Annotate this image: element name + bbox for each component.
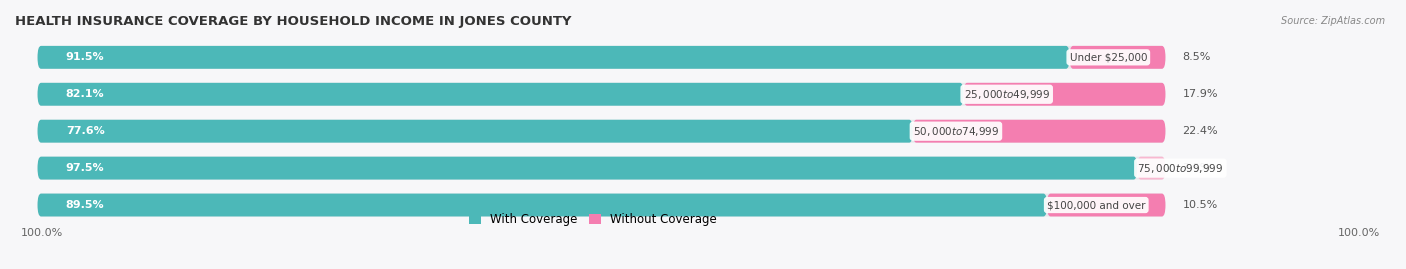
- FancyBboxPatch shape: [912, 120, 1166, 143]
- Text: 8.5%: 8.5%: [1182, 52, 1211, 62]
- FancyBboxPatch shape: [38, 83, 963, 106]
- Text: Under $25,000: Under $25,000: [1070, 52, 1147, 62]
- Text: $75,000 to $99,999: $75,000 to $99,999: [1137, 162, 1223, 175]
- Text: Source: ZipAtlas.com: Source: ZipAtlas.com: [1281, 16, 1385, 26]
- Text: $100,000 and over: $100,000 and over: [1047, 200, 1146, 210]
- Text: 22.4%: 22.4%: [1182, 126, 1218, 136]
- FancyBboxPatch shape: [963, 83, 1166, 106]
- Text: 91.5%: 91.5%: [66, 52, 104, 62]
- FancyBboxPatch shape: [1137, 157, 1166, 179]
- FancyBboxPatch shape: [38, 194, 1047, 217]
- FancyBboxPatch shape: [38, 157, 1137, 179]
- FancyBboxPatch shape: [38, 46, 1166, 69]
- Text: $25,000 to $49,999: $25,000 to $49,999: [963, 88, 1050, 101]
- Text: 97.5%: 97.5%: [66, 163, 104, 173]
- Text: 77.6%: 77.6%: [66, 126, 104, 136]
- FancyBboxPatch shape: [1047, 194, 1166, 217]
- Text: HEALTH INSURANCE COVERAGE BY HOUSEHOLD INCOME IN JONES COUNTY: HEALTH INSURANCE COVERAGE BY HOUSEHOLD I…: [15, 15, 571, 28]
- Text: 17.9%: 17.9%: [1182, 89, 1218, 99]
- FancyBboxPatch shape: [1070, 46, 1166, 69]
- FancyBboxPatch shape: [38, 46, 1070, 69]
- Text: 82.1%: 82.1%: [66, 89, 104, 99]
- FancyBboxPatch shape: [38, 83, 1166, 106]
- Text: 100.0%: 100.0%: [21, 228, 63, 238]
- FancyBboxPatch shape: [38, 120, 912, 143]
- FancyBboxPatch shape: [38, 157, 1166, 179]
- Legend: With Coverage, Without Coverage: With Coverage, Without Coverage: [464, 208, 721, 231]
- Text: 89.5%: 89.5%: [66, 200, 104, 210]
- Text: 10.5%: 10.5%: [1182, 200, 1218, 210]
- Text: 100.0%: 100.0%: [1337, 228, 1379, 238]
- FancyBboxPatch shape: [38, 120, 1166, 143]
- FancyBboxPatch shape: [38, 194, 1166, 217]
- Text: $50,000 to $74,999: $50,000 to $74,999: [912, 125, 1000, 138]
- Text: 2.5%: 2.5%: [1182, 163, 1211, 173]
